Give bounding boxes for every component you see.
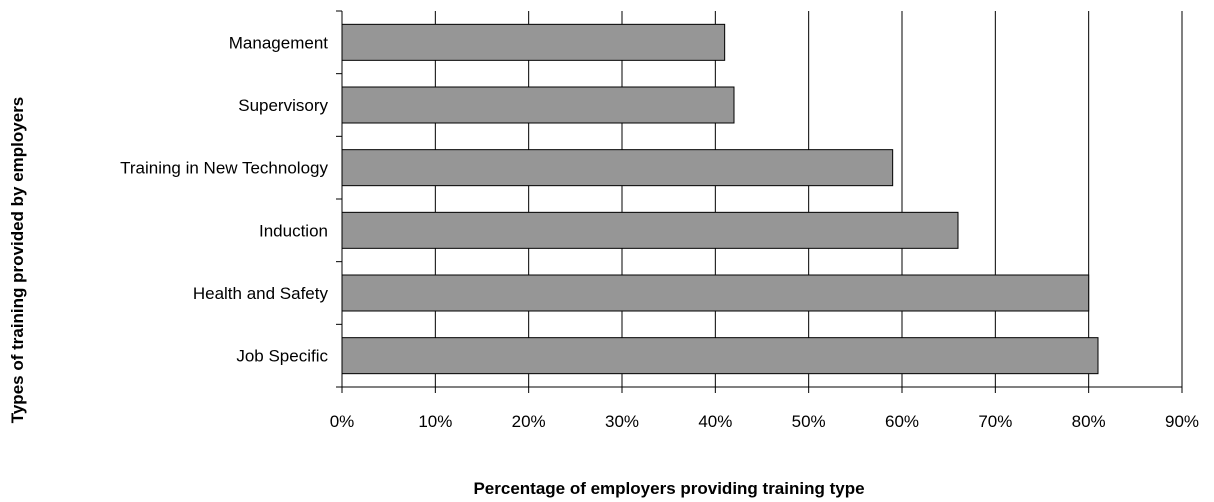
category-label: Training in New Technology: [120, 159, 328, 178]
bar: [341, 86, 735, 124]
category-label: Job Specific: [236, 347, 328, 366]
x-tick-label: 80%: [1072, 412, 1106, 431]
bars: [341, 23, 1099, 375]
x-tick-label: 50%: [792, 412, 826, 431]
x-axis-title: Percentage of employers providing traini…: [473, 479, 864, 498]
axes: [336, 10, 1183, 393]
gridlines: [434, 11, 1183, 387]
category-label: Induction: [259, 221, 328, 240]
bar: [341, 23, 726, 61]
category-label: Management: [229, 33, 329, 52]
x-tick-label: 10%: [418, 412, 452, 431]
category-label: Health and Safety: [193, 284, 329, 303]
bar: [341, 211, 959, 249]
x-tick-label: 20%: [512, 412, 546, 431]
category-label: Supervisory: [238, 96, 328, 115]
x-tick-label: 0%: [330, 412, 355, 431]
x-tick-label: 40%: [698, 412, 732, 431]
x-tick-label: 90%: [1165, 412, 1199, 431]
bar: [341, 337, 1099, 375]
x-tick-label: 70%: [978, 412, 1012, 431]
bar: [341, 274, 1090, 312]
x-tick-labels: 0% 10% 20% 30% 40% 50% 60% 70% 80% 90%: [330, 412, 1199, 431]
category-labels: Management Supervisory Training in New Tec…: [120, 33, 328, 365]
y-axis-title: Types of training provided by employers: [8, 97, 27, 424]
x-tick-label: 30%: [605, 412, 639, 431]
bar: [341, 149, 894, 187]
x-tick-label: 60%: [885, 412, 919, 431]
